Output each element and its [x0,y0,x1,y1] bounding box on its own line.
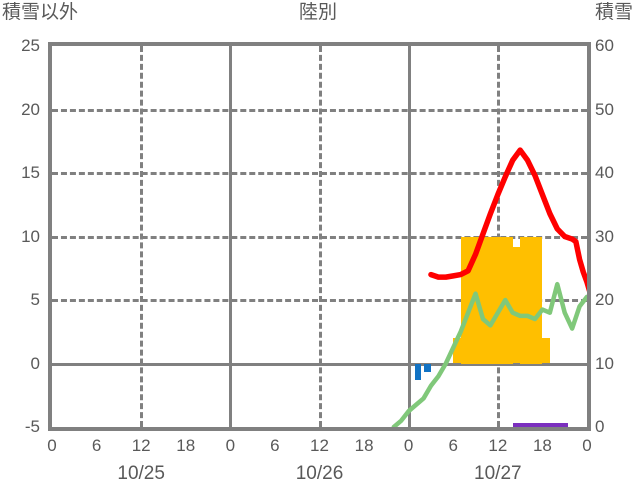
precip-snow-bar [490,236,498,364]
left-tick-label: 20 [21,99,40,119]
vertical-gridline [318,46,322,427]
precip-snow-bar [453,338,461,364]
precip-snow-bar [505,236,513,364]
day-boundary-line [407,46,411,427]
precip-snow-bar [460,236,469,364]
day-boundary-line [229,46,233,427]
x-tick-label: 6 [270,436,280,455]
day-label: 10/25 [117,463,165,484]
left-tick-label: 25 [21,36,40,55]
left-tick-label: 0 [30,353,40,373]
right-tick-label: 40 [595,163,614,182]
right-tick-label: 60 [595,36,614,55]
temperature-line [428,147,587,293]
precip-snow-bar [534,236,543,364]
left-tick-label: 10 [21,226,40,246]
precip-snow-bar [542,338,550,364]
left-tick-label: -5 [24,417,40,436]
sunshine-band [512,422,569,427]
left-tick-label: 15 [21,163,40,182]
x-tick-label: 0 [403,436,414,455]
precip-snow-bar [482,236,491,364]
plot-inner [52,46,587,427]
left-tick-label: 5 [30,290,40,309]
right-tick-label: 0 [595,417,605,436]
precip-snow-bar [497,236,506,364]
x-tick-label: 6 [91,436,102,455]
line-series-layer [391,147,587,427]
right-tick-label: 30 [595,226,614,246]
chart-title: 陸別 [298,2,337,23]
day-label: 10/26 [295,463,344,484]
precip-rain-bar [414,363,422,380]
x-tick-label: 12 [488,436,508,455]
right-tick-label: 10 [595,353,614,373]
right-tick-label: 20 [595,290,614,309]
x-tick-label: 18 [176,436,196,455]
x-tick-label: 12 [310,436,329,455]
day-label: 10/27 [474,463,522,484]
right-tick-label: 50 [595,99,614,119]
x-tick-label: 6 [448,436,458,455]
x-tick-label: 0 [225,436,236,455]
x-tick-label: 18 [354,436,374,455]
precip-snow-bar [527,236,535,364]
x-tick-label: 18 [532,436,552,455]
precip-snow-bar [520,236,528,364]
vertical-gridline [140,46,144,427]
precip-rain-bar [423,363,431,372]
x-tick-label: 0 [582,436,592,455]
right-axis-title: 積雪 [594,2,633,23]
snow-depth-line [391,281,587,427]
plot-area [48,42,591,431]
x-tick-label: 0 [47,436,57,455]
precip-snow-bar [512,246,521,364]
x-tick-label: 12 [131,436,151,455]
left-axis-title: 積雪以外 [2,2,79,23]
